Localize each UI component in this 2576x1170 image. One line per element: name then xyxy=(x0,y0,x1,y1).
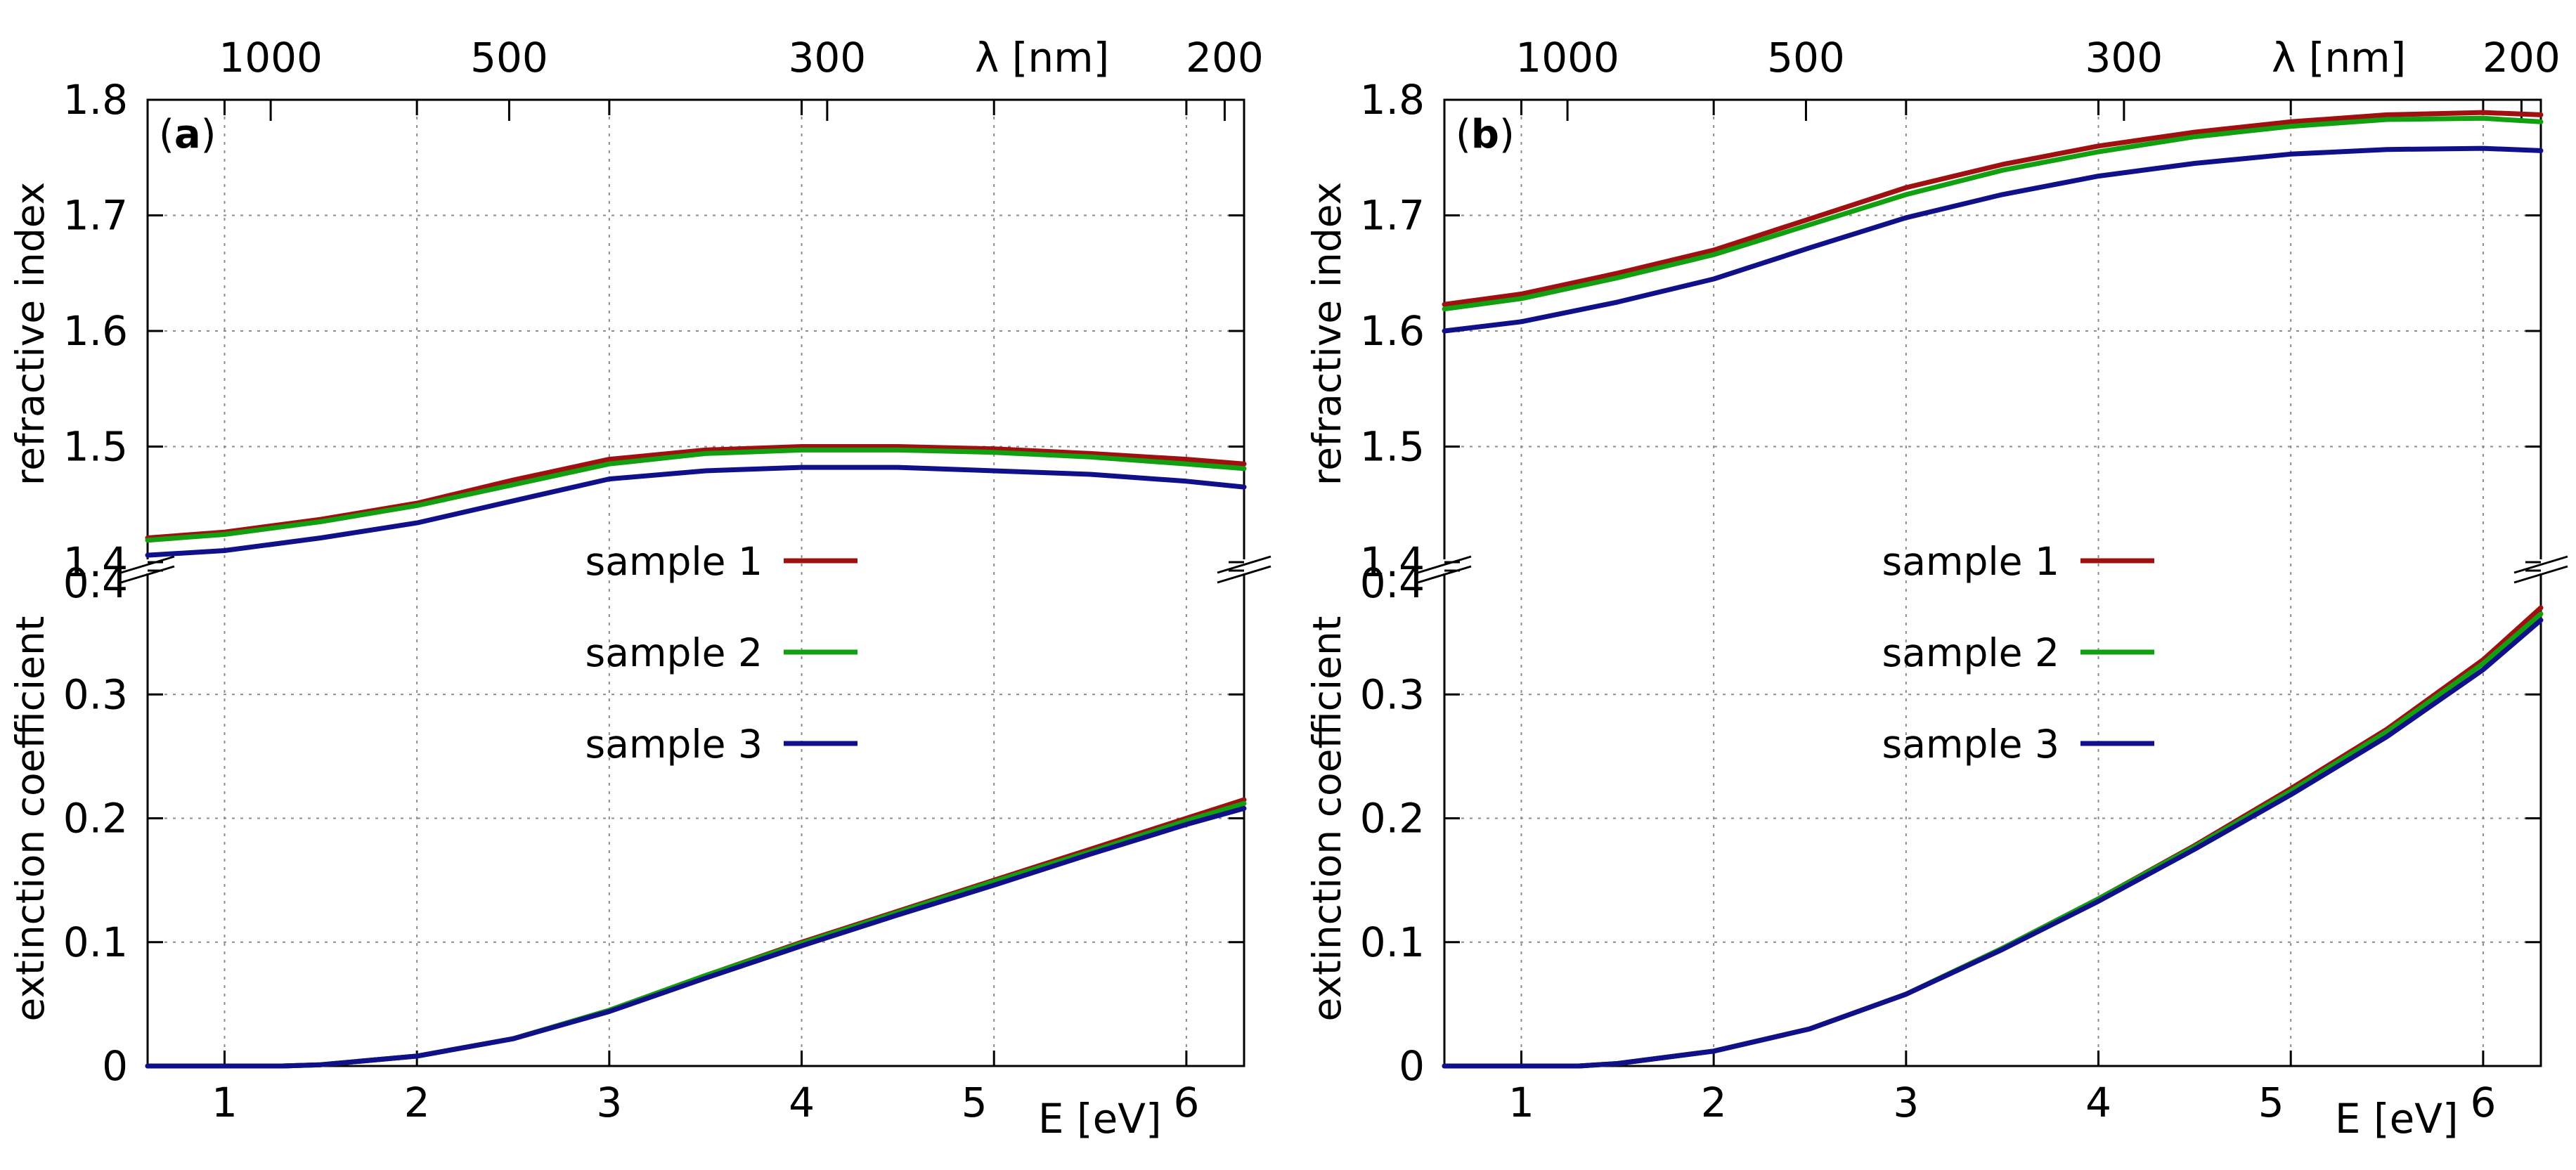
plot-frame xyxy=(146,98,1245,1067)
legend: sample 1 sample 2 sample 3 xyxy=(585,539,857,767)
y-axis-label-upper: refractive index xyxy=(1305,182,1350,486)
x-tick-label: 6 xyxy=(2470,1079,2496,1126)
top-tick-label: 200 xyxy=(1186,34,1264,82)
legend-label: sample 3 xyxy=(1882,722,2059,767)
axis-break-mark xyxy=(1417,555,1472,574)
x-tick-label: 1 xyxy=(1508,1079,1534,1126)
panel-label-letter: a xyxy=(174,112,201,157)
axis-break-mark xyxy=(1217,565,1271,584)
extinction-coefficient-line-2 xyxy=(145,800,1247,1069)
x-axis-label: E [eV] xyxy=(1038,1095,1162,1143)
plot-frame xyxy=(1443,98,2542,1067)
legend-label: sample 3 xyxy=(585,722,763,767)
x-tick-label: 4 xyxy=(789,1079,815,1126)
y-tick-label-lower: 0 xyxy=(102,1042,128,1090)
top-tick-label: 1000 xyxy=(219,34,323,82)
y-tick-label-lower: 0.1 xyxy=(1360,918,1425,966)
panel-label-open: ( xyxy=(1456,112,1471,157)
legend-label: sample 2 xyxy=(1882,630,2059,675)
refractive-index-line-2 xyxy=(1442,115,2544,312)
y-tick-label-lower: 0.3 xyxy=(63,670,128,718)
extinction-coefficient-line-3 xyxy=(145,805,1247,1069)
legend-label: sample 1 xyxy=(1882,539,2059,584)
y-tick-label-upper: 1.6 xyxy=(1360,307,1425,355)
axis-break-mark xyxy=(2513,555,2568,574)
y-axis-label-lower: extinction coefficient xyxy=(1305,616,1350,1022)
x-tick-label: 4 xyxy=(2085,1079,2111,1126)
y-tick-label-upper: 1.7 xyxy=(1360,192,1425,240)
top-tick-label: 1000 xyxy=(1515,34,1619,82)
y-tick-label-lower: 0 xyxy=(1399,1042,1425,1090)
panel-label: (a) xyxy=(159,112,216,157)
legend: sample 1 sample 2 sample 3 xyxy=(1882,539,2154,767)
x-tick-label: 6 xyxy=(1173,1079,1199,1126)
chart-panel-b: 1 2 3 4 5 6E [eV] 1000 500 300 200 λ [nm] 1.4 1.5 1.6… xyxy=(1305,34,2568,1143)
y-tick-label-lower: 0.3 xyxy=(1360,670,1425,718)
axis-break-mark xyxy=(1417,565,1472,584)
top-tick-label: 500 xyxy=(1767,34,1845,82)
y-tick-label-upper: 1.7 xyxy=(63,192,128,240)
x-tick-label: 5 xyxy=(962,1079,988,1126)
y-tick-label-upper: 1.8 xyxy=(63,76,128,124)
y-tick-label-lower: 0.2 xyxy=(1360,795,1425,843)
y-tick-label-upper: 1.4 xyxy=(63,538,128,586)
panel-label-open: ( xyxy=(159,112,174,157)
x-tick-label: 3 xyxy=(1893,1079,1919,1126)
extinction-coefficient-line-2 xyxy=(1442,611,2544,1069)
y-tick-label-upper: 1.4 xyxy=(1360,538,1425,586)
extinction-coefficient-line-3 xyxy=(1442,618,2544,1069)
axis-break-mark xyxy=(2513,565,2568,584)
x-tick-label: 1 xyxy=(212,1079,238,1126)
y-tick-label-lower: 0.1 xyxy=(63,918,128,966)
refractive-index-line-1 xyxy=(1442,110,2544,307)
x-tick-label: 2 xyxy=(404,1079,430,1126)
refractive-index-line-3 xyxy=(145,464,1247,558)
top-axis-label: λ [nm] xyxy=(2272,34,2406,82)
refractive-index-line-2 xyxy=(145,447,1247,543)
x-tick-label: 5 xyxy=(2258,1079,2284,1126)
y-tick-label-lower: 0.4 xyxy=(63,559,128,607)
y-tick-label-upper: 1.5 xyxy=(1360,423,1425,471)
panel-label-close: ) xyxy=(201,112,216,157)
y-axis-label-upper: refractive index xyxy=(8,182,53,486)
refractive-index-line-3 xyxy=(1442,145,2544,334)
panel-label-close: ) xyxy=(1499,112,1515,157)
x-axis-label: E [eV] xyxy=(2335,1095,2459,1143)
legend-label: sample 1 xyxy=(585,539,763,584)
axis-break-mark xyxy=(1217,555,1271,574)
top-tick-label: 500 xyxy=(470,34,548,82)
extinction-coefficient-line-1 xyxy=(145,797,1247,1069)
y-tick-label-upper: 1.5 xyxy=(63,423,128,471)
top-tick-label: 300 xyxy=(2085,34,2163,82)
top-tick-label: 300 xyxy=(789,34,867,82)
y-tick-label-lower: 0.2 xyxy=(63,795,128,843)
chart-panel-a: 1 2 3 4 5 6E [eV] 1000 500 300 200 λ [nm] 1.4 1.5 1.6… xyxy=(8,34,1271,1143)
extinction-coefficient-line-1 xyxy=(1442,605,2544,1069)
y-axis-label-lower: extinction coefficient xyxy=(8,616,53,1022)
top-axis-label: λ [nm] xyxy=(975,34,1109,82)
y-tick-label-lower: 0.4 xyxy=(1360,559,1425,607)
x-tick-label: 2 xyxy=(1701,1079,1727,1126)
x-tick-label: 3 xyxy=(596,1079,622,1126)
legend-label: sample 2 xyxy=(585,630,763,675)
panel-label: (b) xyxy=(1456,112,1515,157)
axis-break-mark xyxy=(120,565,175,584)
top-tick-label: 200 xyxy=(2483,34,2561,82)
axis-break-mark xyxy=(120,555,175,574)
y-tick-label-upper: 1.6 xyxy=(63,307,128,355)
y-tick-label-upper: 1.8 xyxy=(1360,76,1425,124)
panel-label-letter: b xyxy=(1471,112,1499,157)
